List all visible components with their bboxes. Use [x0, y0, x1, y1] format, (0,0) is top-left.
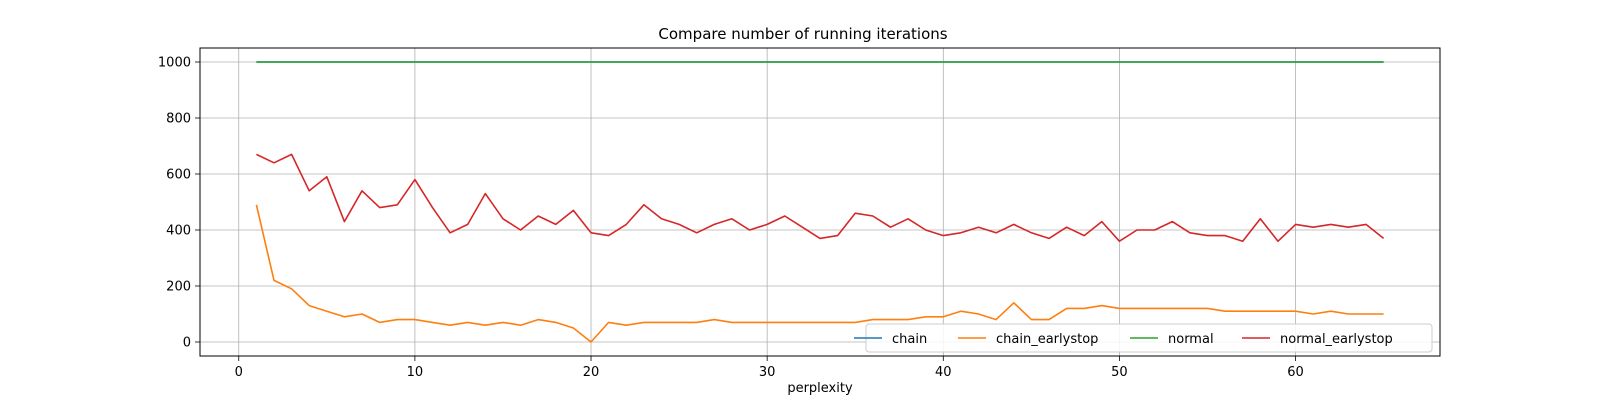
- y-tick-label: 1000: [158, 56, 191, 71]
- plot-area: [200, 48, 1440, 356]
- y-tick-label: 800: [166, 112, 191, 127]
- series-line-normal-earlystop: [256, 153, 1385, 242]
- legend-label-chain: chain: [892, 332, 927, 347]
- legend: chain chain_earlystop normal normal_earlyst…: [854, 323, 1433, 353]
- series-lines: [255, 61, 1385, 343]
- legend-label-normal: normal: [1168, 332, 1214, 347]
- y-axis-ticks: 0 200 400 600 800 1000: [158, 56, 200, 351]
- x-tick-label: 60: [1287, 365, 1304, 380]
- y-tick-label: 600: [166, 168, 191, 183]
- plot-frame: [199, 47, 1441, 357]
- x-axis-ticks: 0 10 20 30 40 50 60: [235, 356, 1304, 380]
- x-tick-label: 20: [583, 365, 600, 380]
- x-tick-label: 40: [935, 365, 952, 380]
- legend-label-normal-earlystop: normal_earlystop: [1280, 332, 1393, 347]
- x-tick-label: 30: [759, 365, 776, 380]
- chart-title: Compare number of running iterations: [658, 25, 947, 43]
- x-tick-label: 10: [407, 365, 424, 380]
- legend-label-chain-earlystop: chain_earlystop: [996, 332, 1098, 347]
- y-tick-label: 0: [183, 336, 191, 351]
- series-line-chain-earlystop: [255, 204, 1384, 343]
- y-tick-label: 200: [166, 280, 191, 295]
- x-tick-label: 0: [235, 365, 243, 380]
- x-tick-label: 50: [1111, 365, 1128, 380]
- y-tick-label: 400: [166, 224, 191, 239]
- x-axis-label: perplexity: [787, 381, 853, 396]
